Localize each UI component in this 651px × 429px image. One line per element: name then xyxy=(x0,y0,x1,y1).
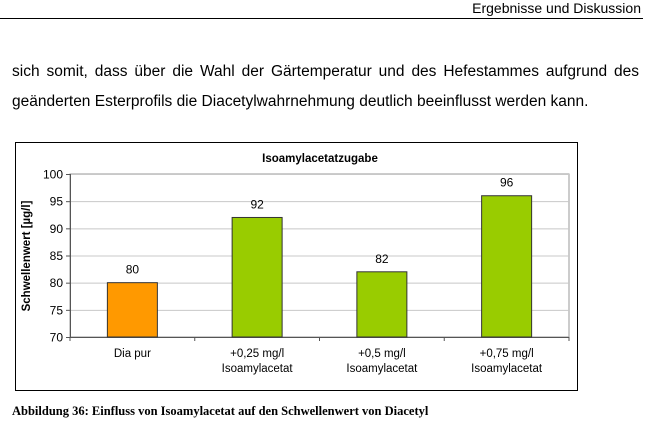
x-tick-label: Isoamylacetat xyxy=(346,363,418,375)
running-header: Ergebnisse und Diskussion xyxy=(472,0,641,16)
x-tick-label: Isoamylacetat xyxy=(222,363,294,375)
chart-title: Isoamylacetatzugabe xyxy=(262,153,378,165)
data-label: 82 xyxy=(375,252,389,266)
x-tick-label: +0,5 mg/l xyxy=(358,348,406,360)
data-label: 96 xyxy=(500,176,514,190)
y-tick-label: 100 xyxy=(43,168,63,182)
header-rule xyxy=(0,18,643,19)
x-tick-label: Dia pur xyxy=(114,348,151,360)
bar xyxy=(356,271,408,338)
x-tick-label: Isoamylacetat xyxy=(471,363,543,375)
y-axis-label: Schwellenwert [µg/l] xyxy=(21,200,33,311)
bar xyxy=(106,282,158,338)
data-label: 92 xyxy=(250,197,264,211)
y-tick-label: 80 xyxy=(50,276,64,290)
y-tick-label: 95 xyxy=(50,195,64,209)
figure-caption: Abbildung 36: Einfluss von Isoamylacetat… xyxy=(12,404,429,418)
data-label: 80 xyxy=(126,263,140,277)
y-tick-label: 85 xyxy=(50,249,64,263)
body-paragraph: sich somit, dass über die Wahl der Gärte… xyxy=(12,63,639,110)
y-tick-label: 90 xyxy=(50,222,64,236)
x-tick-label: +0,25 mg/l xyxy=(230,348,284,360)
bar xyxy=(481,195,533,338)
x-tick-label: +0,75 mg/l xyxy=(480,348,534,360)
y-tick-label: 70 xyxy=(50,331,64,345)
y-tick-label: 75 xyxy=(50,303,64,317)
bar xyxy=(231,216,283,338)
